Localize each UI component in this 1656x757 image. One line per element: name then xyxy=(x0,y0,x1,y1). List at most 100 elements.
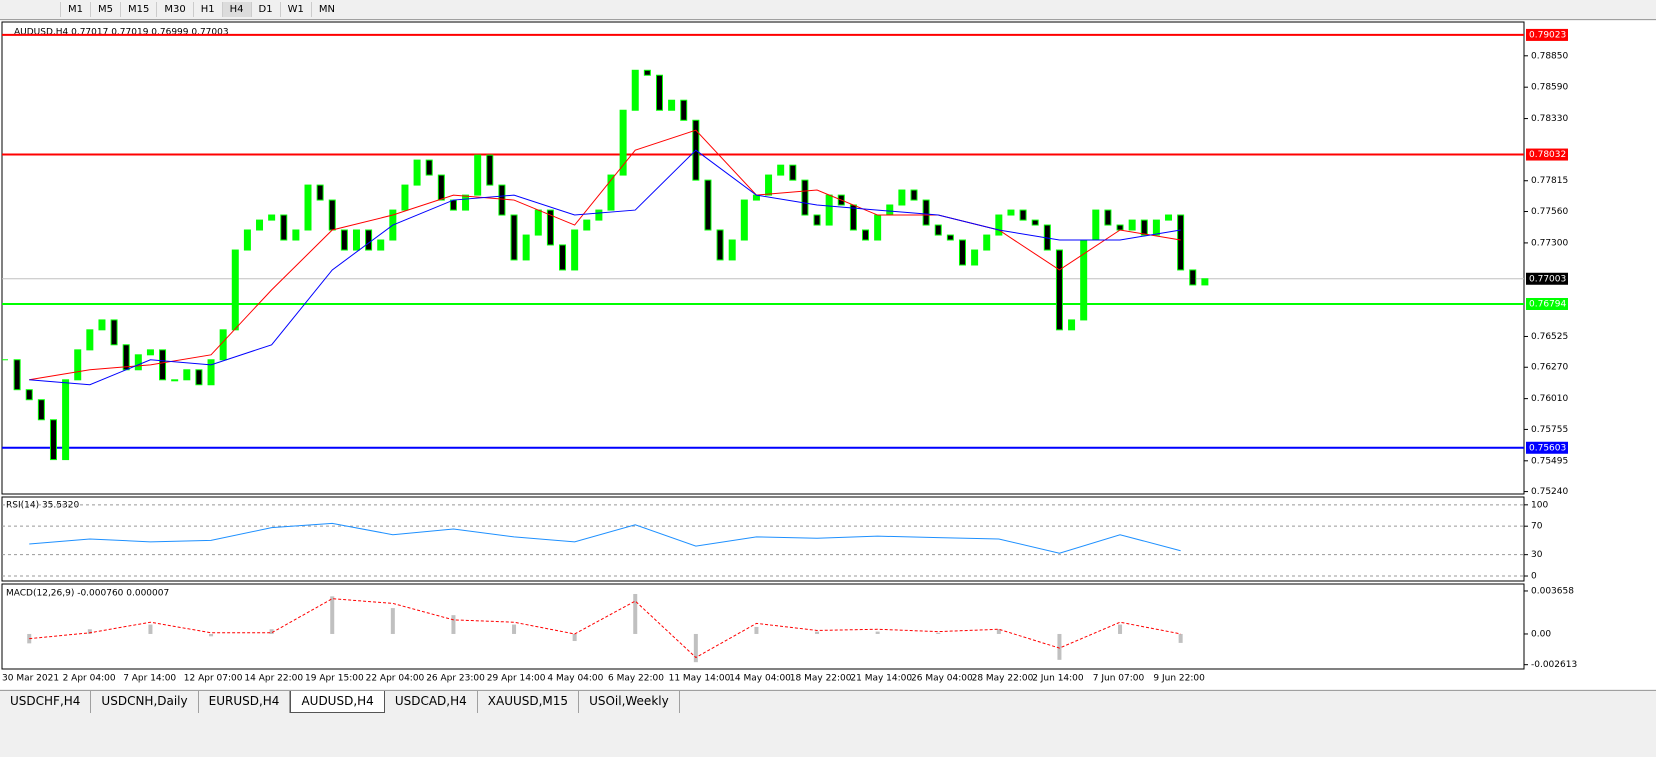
candle xyxy=(171,379,179,382)
candle xyxy=(1140,219,1148,236)
candle xyxy=(522,234,530,261)
candle xyxy=(740,199,748,241)
y-tick-label: 0.00 xyxy=(1531,629,1551,639)
indicator-title: MACD(12,26,9) -0.000760 0.000007 xyxy=(6,589,169,599)
candle xyxy=(1019,209,1027,221)
macd-bar xyxy=(875,631,880,634)
candle xyxy=(486,154,494,186)
candle xyxy=(292,229,300,241)
background xyxy=(0,21,1656,689)
y-tick-label: 0.75755 xyxy=(1531,425,1568,435)
candle xyxy=(1092,209,1100,241)
chart-tab[interactable]: XAUUSD,M15 xyxy=(478,691,580,713)
candle xyxy=(62,379,70,461)
y-tick-label: 100 xyxy=(1531,500,1548,510)
candle xyxy=(377,239,385,251)
candle xyxy=(862,229,870,241)
candle xyxy=(680,99,688,121)
level-label: 0.77003 xyxy=(1529,274,1566,284)
timeframe-button[interactable]: D1 xyxy=(250,2,280,17)
candle xyxy=(437,174,445,201)
candle xyxy=(146,349,154,356)
macd-bar xyxy=(1057,633,1062,660)
chart-tab[interactable]: USDCHF,H4 xyxy=(0,691,92,713)
candle xyxy=(583,219,591,231)
candle xyxy=(1007,209,1015,216)
y-tick-label: 0.78850 xyxy=(1531,51,1568,61)
candle xyxy=(631,69,639,111)
x-tick-label: 14 Apr 22:00 xyxy=(244,674,303,684)
macd-bar xyxy=(330,596,335,634)
macd-panel xyxy=(1,583,1525,670)
macd-bar xyxy=(1178,633,1183,643)
macd-bar xyxy=(936,632,941,634)
candle xyxy=(498,184,506,216)
x-tick-label: 30 Mar 2021 xyxy=(2,674,59,684)
macd-bar xyxy=(390,608,395,634)
candle xyxy=(183,369,191,381)
candle xyxy=(1055,249,1063,331)
x-tick-label: 12 Apr 07:00 xyxy=(184,674,243,684)
candle xyxy=(643,69,651,76)
candle xyxy=(571,229,579,271)
candle xyxy=(304,184,312,231)
candle xyxy=(449,199,457,211)
timeframe-button[interactable]: MN xyxy=(310,2,342,17)
candle xyxy=(813,214,821,226)
rsi-panel xyxy=(1,496,1525,582)
candle xyxy=(534,209,542,236)
macd-bar xyxy=(451,615,456,634)
candle xyxy=(886,204,894,216)
chart-tab[interactable]: USDCNH,Daily xyxy=(91,691,199,713)
y-tick-label: 70 xyxy=(1531,522,1543,532)
x-tick-label: 14 May 04:00 xyxy=(729,674,791,684)
chart-window: AUDUSD,H4 0.77017 0.77019 0.76999 0.7700… xyxy=(0,21,1656,689)
main-panel xyxy=(1,21,1525,495)
candle xyxy=(668,99,676,111)
timeframe-button[interactable]: H4 xyxy=(221,2,251,17)
candle xyxy=(559,244,567,271)
chart-tab[interactable]: AUDUSD,H4 xyxy=(290,691,385,713)
timeframe-button[interactable]: H1 xyxy=(192,2,222,17)
y-tick-label: -0.002613 xyxy=(1531,660,1577,670)
x-tick-label: 9 Jun 22:00 xyxy=(1153,674,1205,684)
candle xyxy=(1165,214,1173,221)
timeframe-button[interactable]: M5 xyxy=(90,2,120,17)
candle xyxy=(462,194,470,211)
candle xyxy=(159,349,167,381)
macd-bar xyxy=(1118,624,1123,634)
y-tick-label: 0.003658 xyxy=(1531,586,1574,596)
level-label: 0.75603 xyxy=(1529,443,1566,453)
timeframe-button[interactable]: M1 xyxy=(60,2,90,17)
candle xyxy=(546,209,554,246)
x-tick-label: 11 May 14:00 xyxy=(669,674,731,684)
x-tick-label: 22 Apr 04:00 xyxy=(366,674,425,684)
timeframe-button[interactable]: M30 xyxy=(156,2,192,17)
candle xyxy=(49,419,57,461)
x-tick-label: 26 Apr 23:00 xyxy=(426,674,485,684)
x-tick-label: 7 Jun 07:00 xyxy=(1093,674,1145,684)
x-tick-label: 2 Apr 04:00 xyxy=(63,674,116,684)
macd-bar xyxy=(815,631,820,634)
candle xyxy=(98,319,106,331)
candle xyxy=(1189,269,1197,286)
timeframe-button[interactable]: W1 xyxy=(279,2,311,17)
y-tick-label: 0.76525 xyxy=(1531,332,1568,342)
chart-tab[interactable]: EURUSD,H4 xyxy=(199,691,291,713)
x-tick-label: 29 Apr 14:00 xyxy=(487,674,546,684)
x-tick-label: 2 Jun 14:00 xyxy=(1032,674,1084,684)
candle xyxy=(268,214,276,221)
candle xyxy=(922,199,930,226)
timeframe-button[interactable]: M15 xyxy=(120,2,156,17)
candle xyxy=(13,359,21,391)
macd-bar xyxy=(754,626,759,634)
macd-bar xyxy=(693,633,698,663)
level-label: 0.79023 xyxy=(1529,30,1566,40)
y-tick-label: 0.75495 xyxy=(1531,456,1568,466)
candle xyxy=(340,229,348,251)
chart-tab[interactable]: USDCAD,H4 xyxy=(385,691,478,713)
tab-bar: USDCHF,H4 USDCNH,Daily EURUSD,H4 AUDUSD,H4 U… xyxy=(0,690,1656,713)
candle xyxy=(1104,209,1112,226)
candle xyxy=(716,229,724,261)
chart-tab[interactable]: USOil,Weekly xyxy=(579,691,680,713)
